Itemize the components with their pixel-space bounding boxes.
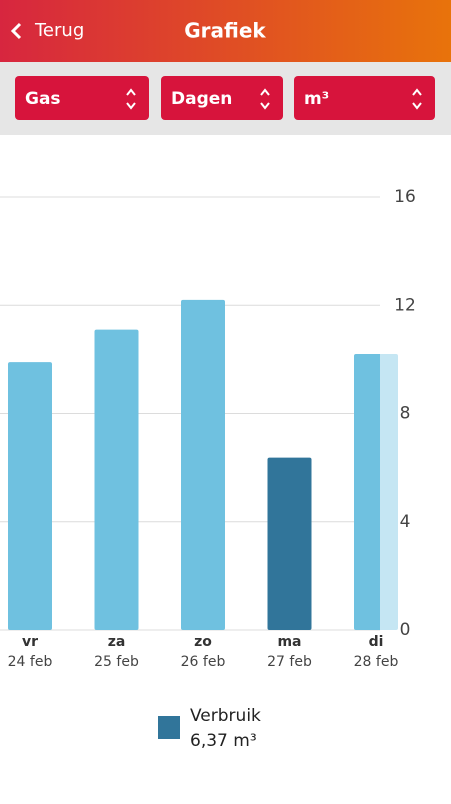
y-tick-label: 16 xyxy=(394,187,416,207)
legend-swatch xyxy=(158,716,180,739)
bar[interactable] xyxy=(267,457,312,630)
x-tick-date: 27 feb xyxy=(267,654,312,670)
select-arrows[interactable] xyxy=(412,88,422,110)
header-bar xyxy=(0,0,451,62)
y-tick-label: 12 xyxy=(394,295,416,315)
back-icon[interactable] xyxy=(10,22,22,40)
back-button[interactable]: Terug xyxy=(34,20,84,41)
bar[interactable] xyxy=(8,362,52,630)
filter-label[interactable]: Dagen xyxy=(171,89,232,109)
filter-select[interactable] xyxy=(15,76,149,120)
y-tick-label: 8 xyxy=(400,404,411,424)
filter-label[interactable]: Gas xyxy=(25,89,61,109)
bar[interactable] xyxy=(94,329,139,630)
page-title: Grafiek xyxy=(184,19,266,43)
bar[interactable] xyxy=(181,299,225,630)
y-tick-label: 4 xyxy=(400,512,411,532)
y-tick-label: 0 xyxy=(400,620,411,640)
x-tick-date: 25 feb xyxy=(94,654,139,670)
select-arrows[interactable] xyxy=(126,88,136,110)
x-tick-date: 28 feb xyxy=(354,654,399,670)
x-tick-label: di xyxy=(369,634,384,650)
x-tick-label: zo xyxy=(194,634,212,650)
filter-select[interactable] xyxy=(294,76,435,120)
fade-overlay xyxy=(380,140,451,680)
x-tick-label: vr xyxy=(22,634,38,650)
x-tick-date: 26 feb xyxy=(181,654,226,670)
x-tick-date: 24 feb xyxy=(8,654,53,670)
filter-select[interactable] xyxy=(161,76,283,120)
select-arrows[interactable] xyxy=(260,88,270,110)
legend-label: Verbruik xyxy=(190,706,261,726)
x-tick-label: ma xyxy=(277,634,301,650)
filter-label[interactable]: m³ xyxy=(304,89,329,109)
x-tick-label: za xyxy=(108,634,126,650)
legend-value: 6,37 m³ xyxy=(190,731,257,751)
